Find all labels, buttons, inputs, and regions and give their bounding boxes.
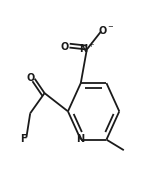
Text: O: O	[26, 73, 35, 83]
Text: N$^+$: N$^+$	[79, 42, 95, 55]
Text: O$^-$: O$^-$	[98, 25, 114, 36]
Text: F: F	[20, 134, 27, 144]
Text: N: N	[76, 134, 84, 144]
Text: O: O	[60, 42, 69, 52]
